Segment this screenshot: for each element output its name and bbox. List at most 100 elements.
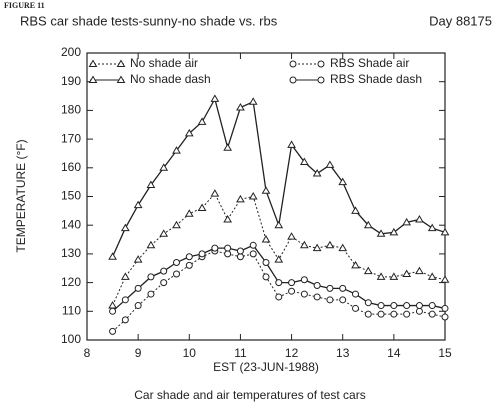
marker xyxy=(116,75,126,83)
marker xyxy=(402,269,412,277)
marker xyxy=(325,160,335,168)
x-tick-label: 15 xyxy=(438,346,452,360)
marker xyxy=(377,302,385,310)
marker xyxy=(121,316,129,324)
marker xyxy=(415,214,424,223)
marker xyxy=(109,307,117,315)
marker xyxy=(313,281,321,289)
marker xyxy=(262,259,270,267)
legend-label: No shade dash xyxy=(130,72,211,86)
marker xyxy=(363,266,373,275)
marker xyxy=(289,60,297,68)
marker xyxy=(224,244,232,252)
marker xyxy=(184,209,194,217)
marker xyxy=(133,200,143,209)
marker xyxy=(88,59,98,67)
marker xyxy=(88,75,98,83)
marker xyxy=(352,304,359,312)
marker xyxy=(326,284,334,292)
marker xyxy=(159,163,169,171)
marker xyxy=(274,255,284,263)
chart-title: RBS car shade tests-sunny-no shade vs. r… xyxy=(20,13,278,28)
marker xyxy=(160,267,168,275)
y-tick-label: 160 xyxy=(61,160,81,174)
marker xyxy=(120,223,130,232)
y-axis-label: TEMPERATURE (°F) xyxy=(14,139,28,252)
marker xyxy=(262,273,270,281)
marker xyxy=(197,203,207,211)
marker xyxy=(352,290,359,298)
y-tick-label: 200 xyxy=(61,45,81,59)
legend-label: RBS Shade air xyxy=(330,56,409,70)
marker xyxy=(364,310,372,318)
chart-subtitle: Day 88175 xyxy=(429,13,492,28)
marker xyxy=(317,60,325,68)
caption: Car shade and air temperatures of test c… xyxy=(134,388,365,402)
marker xyxy=(224,250,232,258)
y-tick-label: 180 xyxy=(61,103,81,117)
marker xyxy=(363,220,373,229)
marker xyxy=(440,275,450,283)
marker xyxy=(376,272,386,280)
marker xyxy=(236,247,244,255)
marker xyxy=(108,252,117,260)
marker xyxy=(185,261,193,269)
marker xyxy=(299,157,309,166)
plot-frame xyxy=(86,52,446,341)
marker xyxy=(236,103,245,111)
marker xyxy=(275,279,283,287)
marker xyxy=(415,302,423,310)
marker xyxy=(147,273,155,281)
marker xyxy=(403,310,411,318)
marker xyxy=(236,253,244,261)
marker xyxy=(172,146,181,154)
marker xyxy=(300,276,308,284)
marker xyxy=(274,220,284,229)
x-tick-label: 8 xyxy=(84,346,91,360)
marker xyxy=(377,310,385,318)
marker xyxy=(415,307,423,315)
marker xyxy=(210,189,220,197)
y-tick-label: 140 xyxy=(61,217,81,231)
marker xyxy=(173,259,180,267)
marker xyxy=(351,206,360,214)
marker xyxy=(236,194,245,203)
marker xyxy=(133,255,143,263)
marker xyxy=(184,128,194,137)
marker xyxy=(248,97,258,105)
marker xyxy=(160,279,168,287)
marker xyxy=(389,227,399,236)
x-tick-label: 11 xyxy=(234,346,247,360)
marker xyxy=(415,266,424,275)
marker xyxy=(275,293,283,301)
y-tick-label: 190 xyxy=(61,74,81,88)
figure-label: FIGURE 11 xyxy=(4,1,45,10)
marker xyxy=(351,260,360,269)
marker xyxy=(198,250,206,258)
marker xyxy=(211,244,219,252)
y-tick-label: 170 xyxy=(61,131,81,145)
marker xyxy=(197,117,207,125)
marker xyxy=(248,192,258,200)
marker xyxy=(147,290,155,298)
marker xyxy=(339,296,347,304)
marker xyxy=(210,94,220,102)
legend-label: No shade air xyxy=(130,56,198,70)
y-tick-label: 130 xyxy=(61,246,81,260)
marker xyxy=(120,272,130,280)
marker xyxy=(299,240,309,249)
series-line xyxy=(112,250,446,332)
marker xyxy=(364,299,372,307)
marker xyxy=(427,272,437,280)
marker xyxy=(376,229,386,237)
marker xyxy=(185,253,193,261)
marker xyxy=(325,240,335,249)
marker xyxy=(300,290,308,298)
marker xyxy=(402,217,412,226)
x-tick-label: 12 xyxy=(285,346,299,360)
marker xyxy=(223,143,233,151)
x-tick-label: 9 xyxy=(135,346,142,360)
y-tick-label: 100 xyxy=(61,332,81,346)
marker xyxy=(289,76,297,84)
